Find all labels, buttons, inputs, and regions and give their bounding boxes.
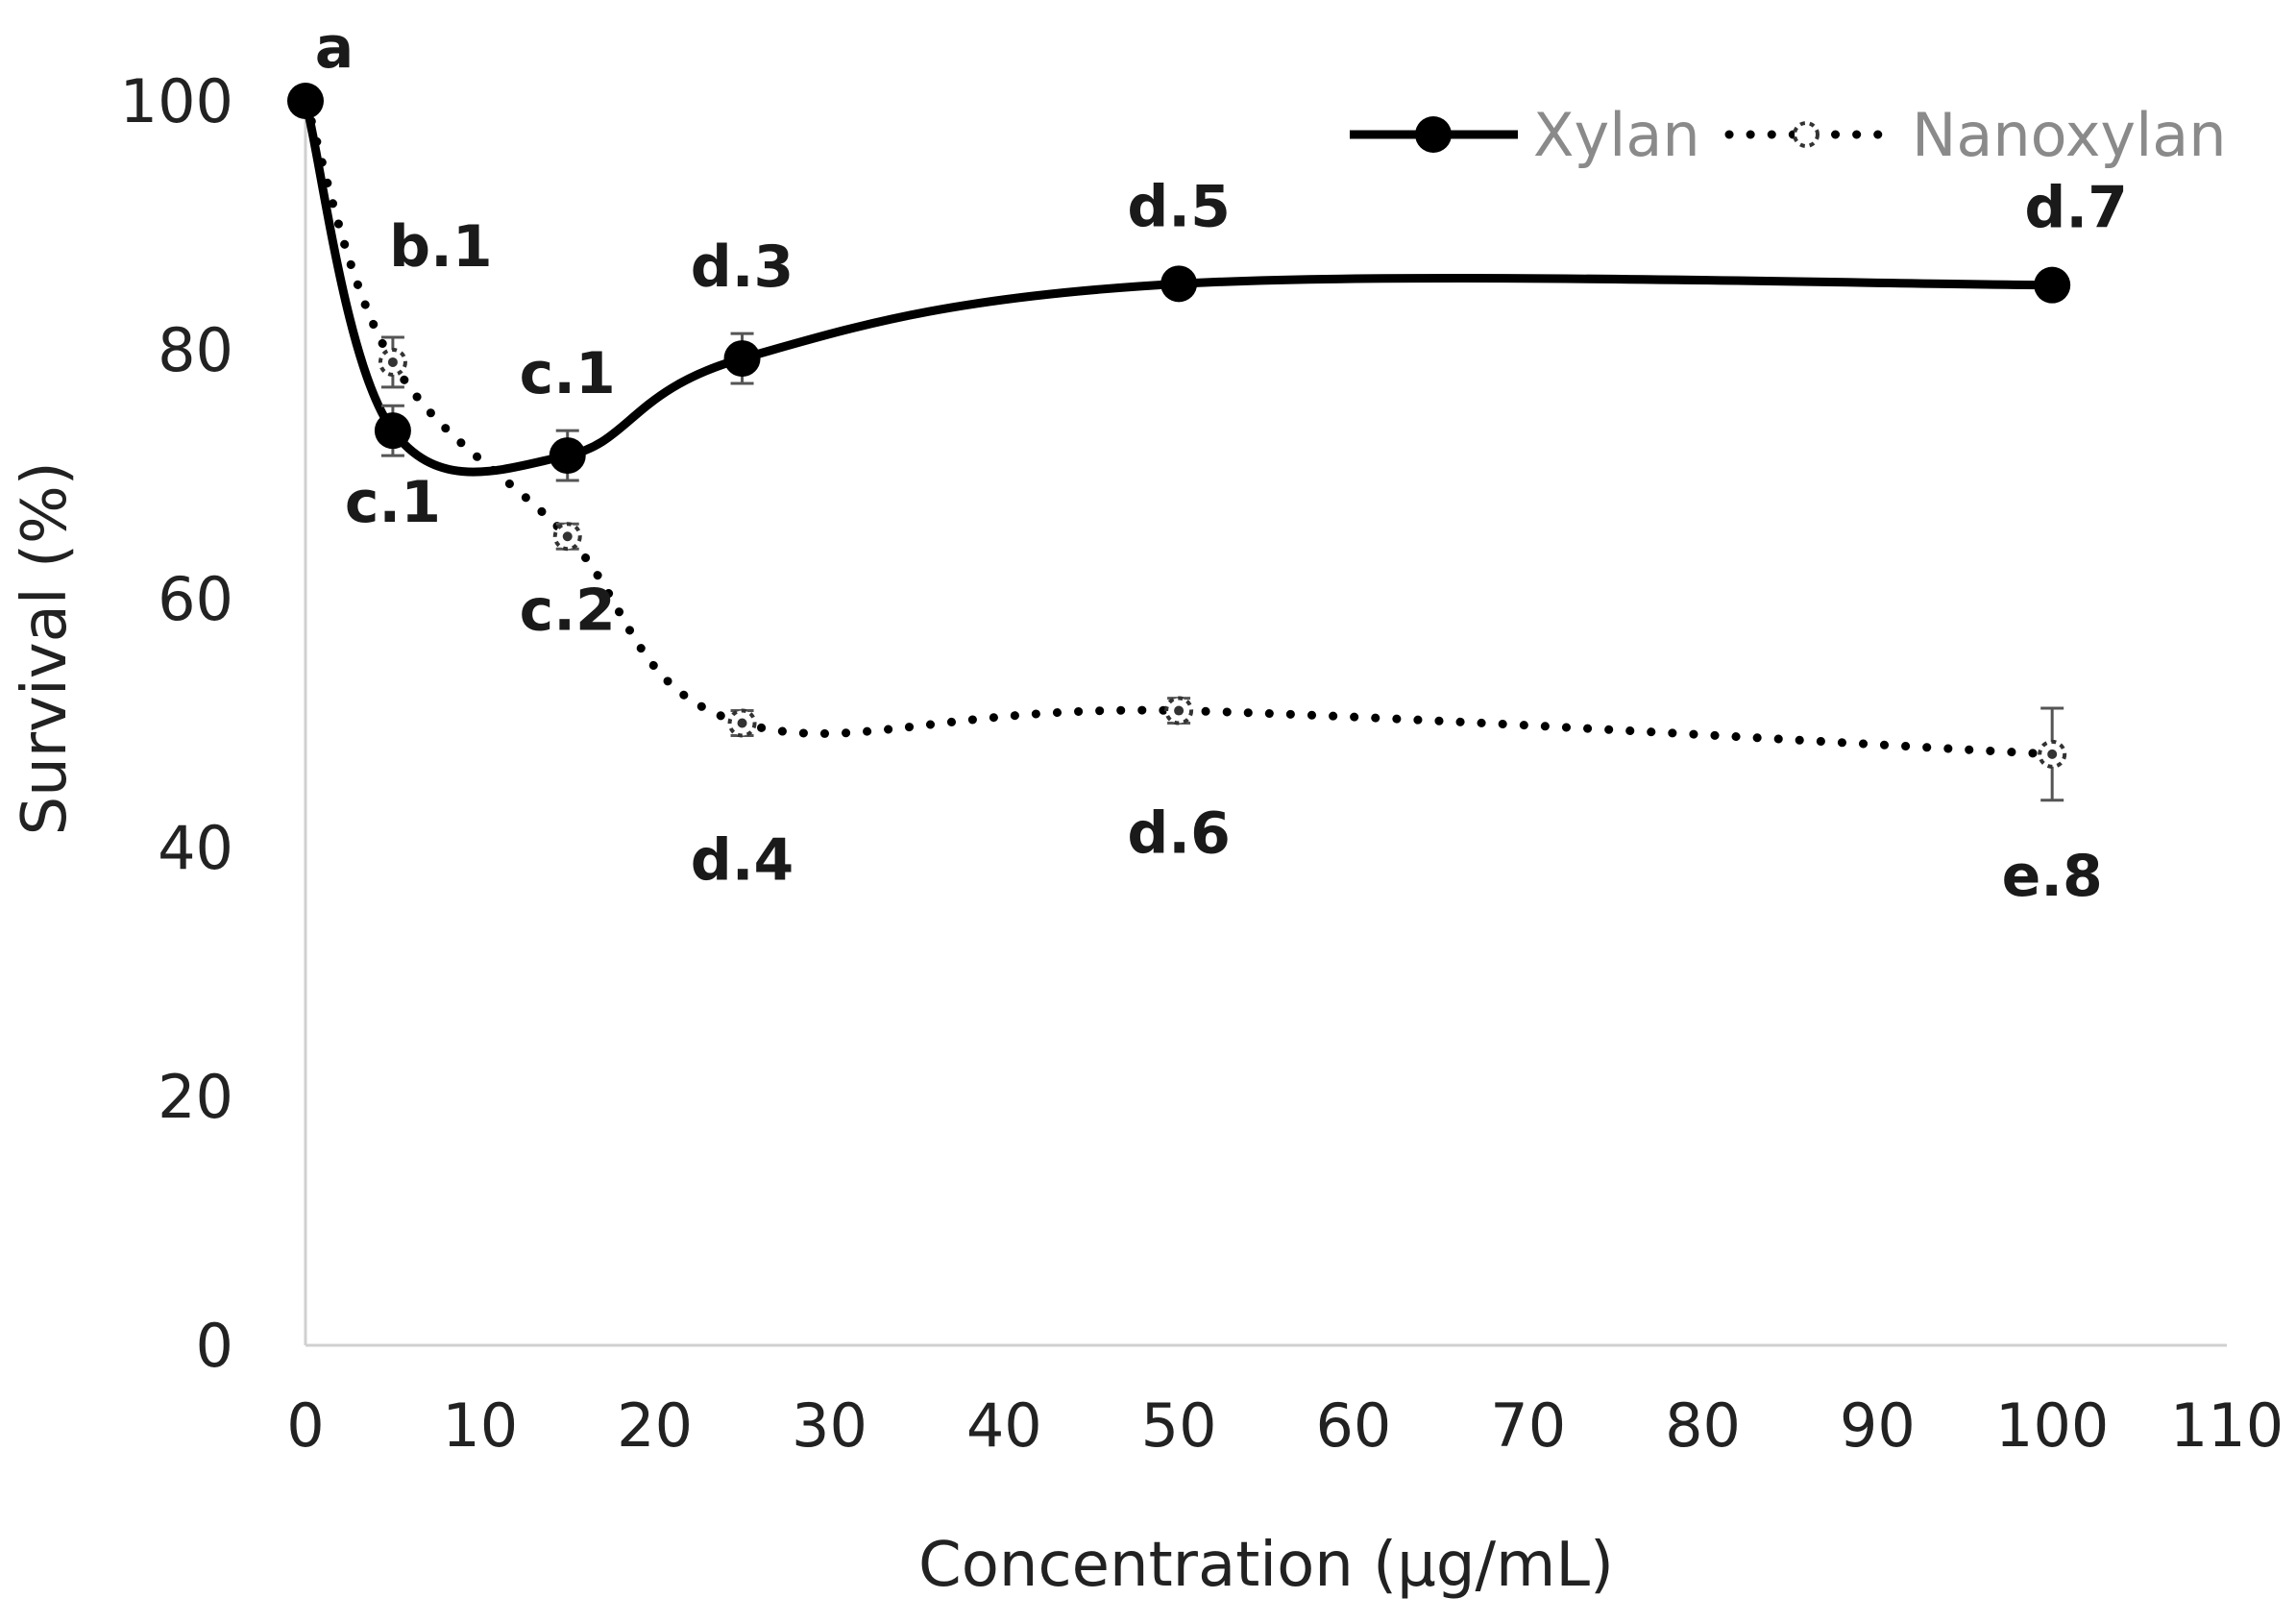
y-tick-labels: 0 20 40 60 80 100 [120,66,233,1381]
point-labels: a c.1 c.1 d.3 d.5 d.7 b.1 c.2 d.4 d.6 e.8 [315,14,2128,910]
data-point-xylan [549,437,586,475]
data-point-xylan [2034,266,2071,304]
point-label-nanoxylan: d.6 [1127,800,1231,868]
data-point-nanoxylan [1164,696,1194,725]
data-point-nanoxylan [378,347,407,377]
x-tick-label: 70 [1490,1390,1566,1461]
x-tick-labels: 0 10 20 30 40 50 60 70 80 90 100 110 [286,1390,2284,1461]
data-point-xylan [374,412,411,450]
x-tick-label: 30 [792,1390,867,1461]
point-label-nanoxylan: e.8 [2002,843,2103,910]
data-point-xylan [723,340,761,378]
x-tick-label: 10 [442,1390,518,1461]
data-point-xylan [1160,265,1198,303]
point-label-xylan: c.1 [520,340,616,407]
marker-core [562,531,573,542]
y-axis-title: Survival (%) [10,461,81,835]
marker-core [2047,749,2058,759]
y-tick-label: 0 [196,1311,233,1381]
data-point-nanoxylan [552,522,582,552]
x-tick-label: 110 [2170,1390,2284,1461]
y-tick-label: 80 [158,315,233,385]
marker-core [387,357,398,367]
x-tick-label: 60 [1315,1390,1391,1461]
legend-marker-xylan [1415,116,1452,153]
point-label-nanoxylan: d.4 [691,827,794,895]
y-tick-label: 20 [158,1062,233,1132]
y-tick-label: 40 [158,813,233,883]
legend-label-nanoxylan: Nanoxylan [1912,100,2227,170]
y-tick-label: 100 [120,66,233,136]
point-label-xylan: d.5 [1127,173,1231,240]
x-tick-label: 100 [1995,1390,2109,1461]
series-layer [287,83,2071,802]
point-label-xylan: a [315,14,354,82]
legend-marker-nanoxylan [1793,121,1820,148]
legend-label-xylan: Xylan [1533,100,1700,170]
y-tick-label: 60 [158,564,233,634]
x-tick-label: 40 [966,1390,1042,1461]
data-point-xylan [287,83,324,119]
data-point-nanoxylan [727,708,757,738]
point-label-xylan: c.1 [345,469,441,536]
x-tick-label: 20 [617,1390,693,1461]
point-label-xylan: d.7 [2024,175,2128,242]
point-label-nanoxylan: b.1 [389,213,493,281]
x-tick-label: 50 [1141,1390,1217,1461]
x-tick-label: 0 [286,1390,324,1461]
marker-core [1174,705,1185,716]
axes [304,101,2227,1347]
data-point-nanoxylan [2038,739,2067,769]
x-tick-label: 90 [1840,1390,1916,1461]
marker-core [737,718,747,728]
point-label-nanoxylan: c.2 [520,577,616,644]
x-axis-title: Concentration (µg/mL) [918,1530,1614,1601]
x-tick-label: 80 [1665,1390,1741,1461]
point-label-xylan: d.3 [691,234,794,301]
legend: Xylan Nanoxylan [1350,100,2227,170]
